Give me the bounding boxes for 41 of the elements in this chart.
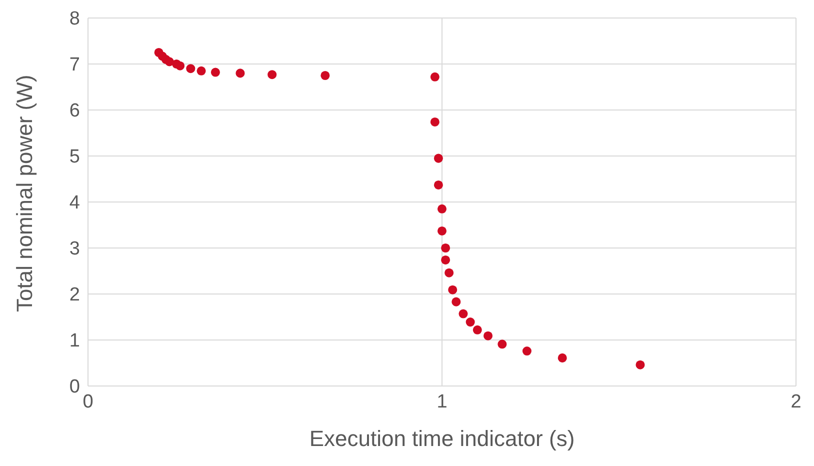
y-tick-label: 6 <box>69 100 80 122</box>
point <box>498 340 507 349</box>
point <box>472 325 482 334</box>
point <box>236 68 245 78</box>
point <box>434 154 443 163</box>
y-tick-label: 2 <box>69 284 80 306</box>
x-tick-label: 1 <box>436 391 448 412</box>
point <box>210 68 220 77</box>
x-tick-label: 2 <box>790 391 802 412</box>
point <box>466 318 475 327</box>
point <box>196 66 206 76</box>
y-tick-label: 5 <box>69 146 80 168</box>
point <box>441 255 450 264</box>
point <box>176 61 185 70</box>
point <box>484 331 493 340</box>
y-tick-label: 7 <box>69 54 80 76</box>
point <box>320 70 330 80</box>
x-axis-title: Execution time indicator (s) <box>309 426 575 451</box>
point <box>522 346 532 356</box>
point <box>448 285 458 294</box>
point <box>458 309 468 318</box>
y-axis-title: Total nominal power (W) <box>12 74 37 312</box>
point <box>444 268 454 278</box>
point <box>186 64 196 74</box>
y-tick-label: 3 <box>69 238 80 260</box>
point <box>268 70 277 80</box>
point <box>437 204 447 214</box>
point <box>434 180 443 190</box>
y-tick-label: 1 <box>69 330 80 352</box>
point <box>164 57 174 66</box>
y-tick-label: 4 <box>69 192 80 214</box>
point <box>636 360 645 370</box>
point <box>430 117 440 126</box>
x-tick-label: 0 <box>82 391 94 412</box>
y-tick-label: 0 <box>69 376 80 398</box>
point <box>437 226 447 236</box>
point <box>441 243 450 253</box>
point <box>558 353 567 362</box>
point <box>452 297 461 306</box>
y-tick-label: 8 <box>69 8 80 30</box>
point <box>430 72 440 82</box>
